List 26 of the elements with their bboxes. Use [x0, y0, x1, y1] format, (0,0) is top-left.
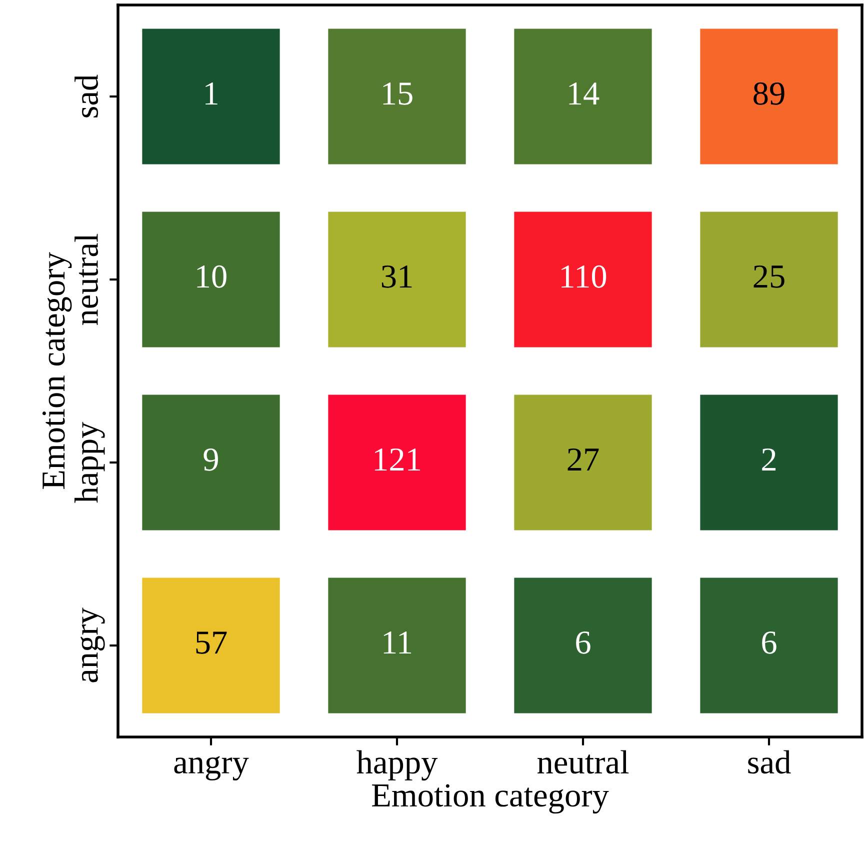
data-label: 57 — [196, 632, 227, 654]
y-tick-label: neutral — [74, 234, 98, 326]
data-label: 10 — [197, 265, 226, 288]
y-tick-label: happy — [74, 422, 105, 503]
y-tick-label: sad — [74, 74, 98, 118]
data-label: 9 — [204, 448, 218, 471]
data-label: 6 — [762, 631, 776, 654]
data-label: 14 — [569, 82, 600, 105]
y-tick-label: angry — [80, 608, 105, 682]
x-tick-label: angry — [174, 756, 249, 780]
data-label: 89 — [754, 82, 784, 105]
x-tick-label: sad — [748, 750, 791, 774]
y-axis-title: Emotion category — [42, 252, 72, 489]
x-tick-label: happy — [356, 750, 438, 781]
x-axis-title: Emotion category — [372, 784, 609, 814]
data-label: 15 — [383, 82, 412, 105]
data-label: 121 — [374, 448, 420, 471]
data-label: 2 — [762, 448, 776, 471]
data-label: 1 — [206, 82, 218, 105]
data-label: 27 — [568, 448, 599, 471]
data-label: 25 — [754, 265, 784, 288]
data-label: 11 — [384, 632, 412, 654]
x-tick-label: neutral — [537, 750, 629, 774]
data-label: 31 — [382, 265, 412, 288]
data-label: 110 — [562, 265, 606, 288]
data-label: 6 — [576, 631, 590, 654]
